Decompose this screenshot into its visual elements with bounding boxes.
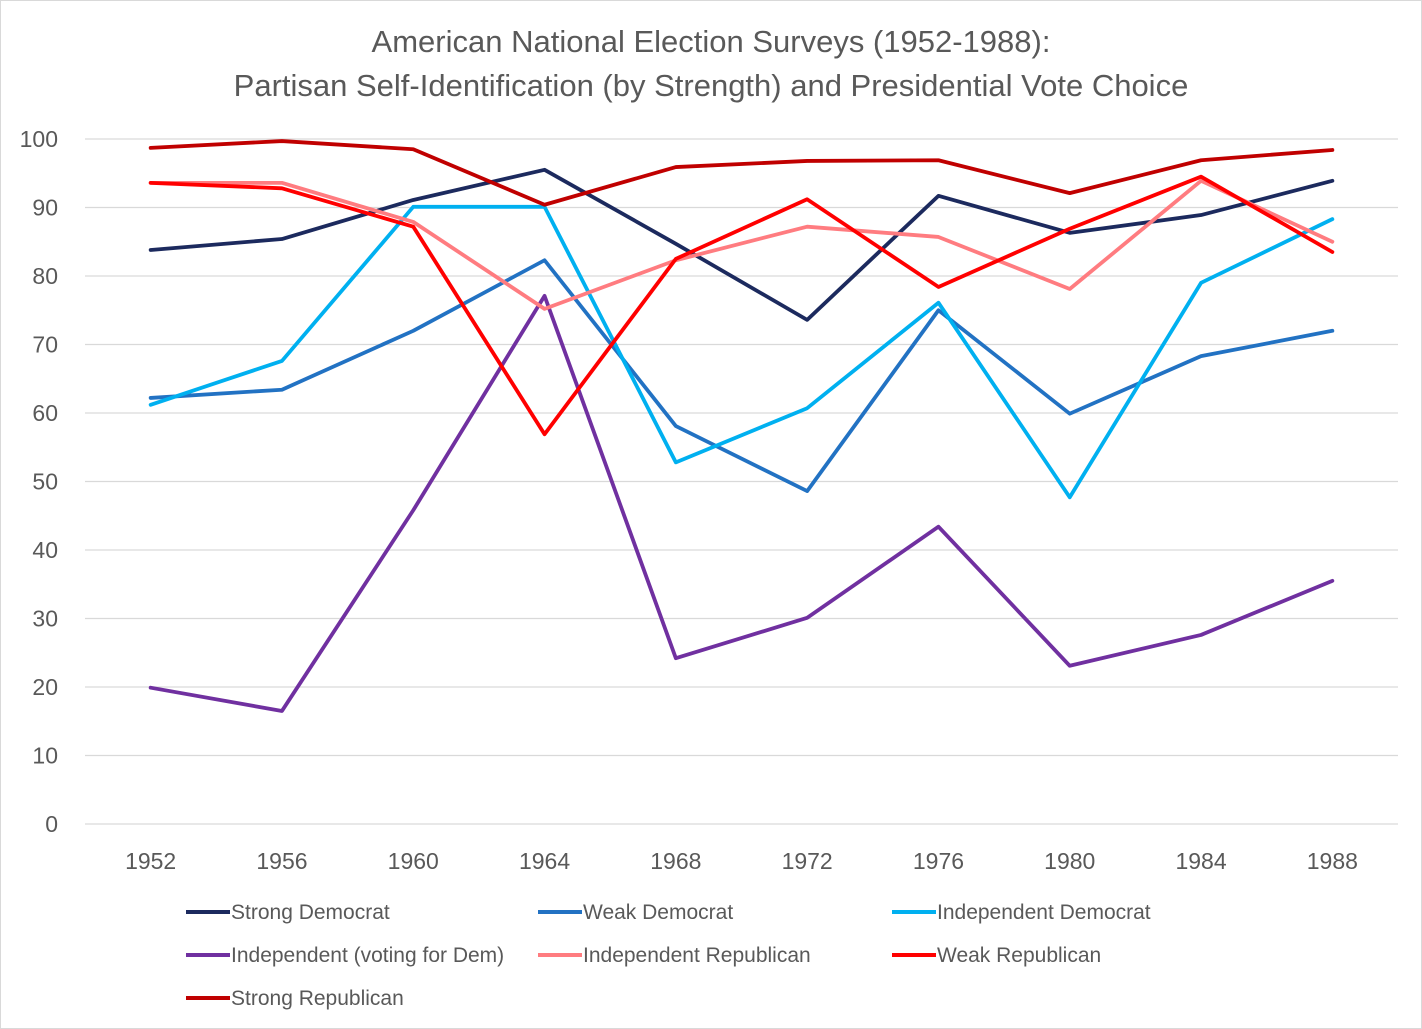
x-tick-label: 1956 [256,848,307,874]
y-tick-label: 100 [20,126,58,152]
x-tick-label: 1960 [388,848,439,874]
y-tick-label: 50 [32,469,58,495]
y-tick-label: 90 [32,195,58,221]
y-tick-label: 40 [32,537,58,563]
y-tick-label: 30 [32,606,58,632]
legend-label: Strong Republican [231,987,404,1010]
chart-subtitle: Partisan Self-Identification (by Strengt… [234,68,1189,103]
y-tick-label: 60 [32,400,58,426]
legend-label: Weak Republican [937,944,1101,967]
series-line-weak-republican [148,174,1335,437]
y-tick-label: 80 [32,263,58,289]
x-tick-label: 1988 [1307,848,1358,874]
y-tick-label: 20 [32,674,58,700]
legend-label: Independent Republican [583,944,811,967]
x-tick-label: 1952 [125,848,176,874]
x-tick-label: 1968 [650,848,701,874]
y-tick-label: 0 [45,811,58,837]
y-tick-label: 10 [32,743,58,769]
series-line-strong-democrat [148,167,1335,322]
chart-title: American National Election Surveys (1952… [372,24,1051,59]
legend-label: Weak Democrat [583,901,733,924]
legend-label: Independent (voting for Dem) [231,944,504,967]
series-line-independent-voting-for-dem [148,293,1335,713]
series-line-strong-republican [148,139,1335,207]
x-tick-label: 1972 [782,848,833,874]
x-tick-label: 1976 [913,848,964,874]
x-tick-label: 1964 [519,848,570,874]
legend-label: Independent Democrat [937,901,1151,924]
legend-label: Strong Democrat [231,901,390,924]
x-tick-label: 1984 [1175,848,1226,874]
x-tick-label: 1980 [1044,848,1095,874]
y-tick-label: 70 [32,332,58,358]
series-line-weak-democrat [148,258,1335,493]
series-line-independent-democrat [148,204,1335,500]
series-line-independent-republican [148,178,1335,311]
